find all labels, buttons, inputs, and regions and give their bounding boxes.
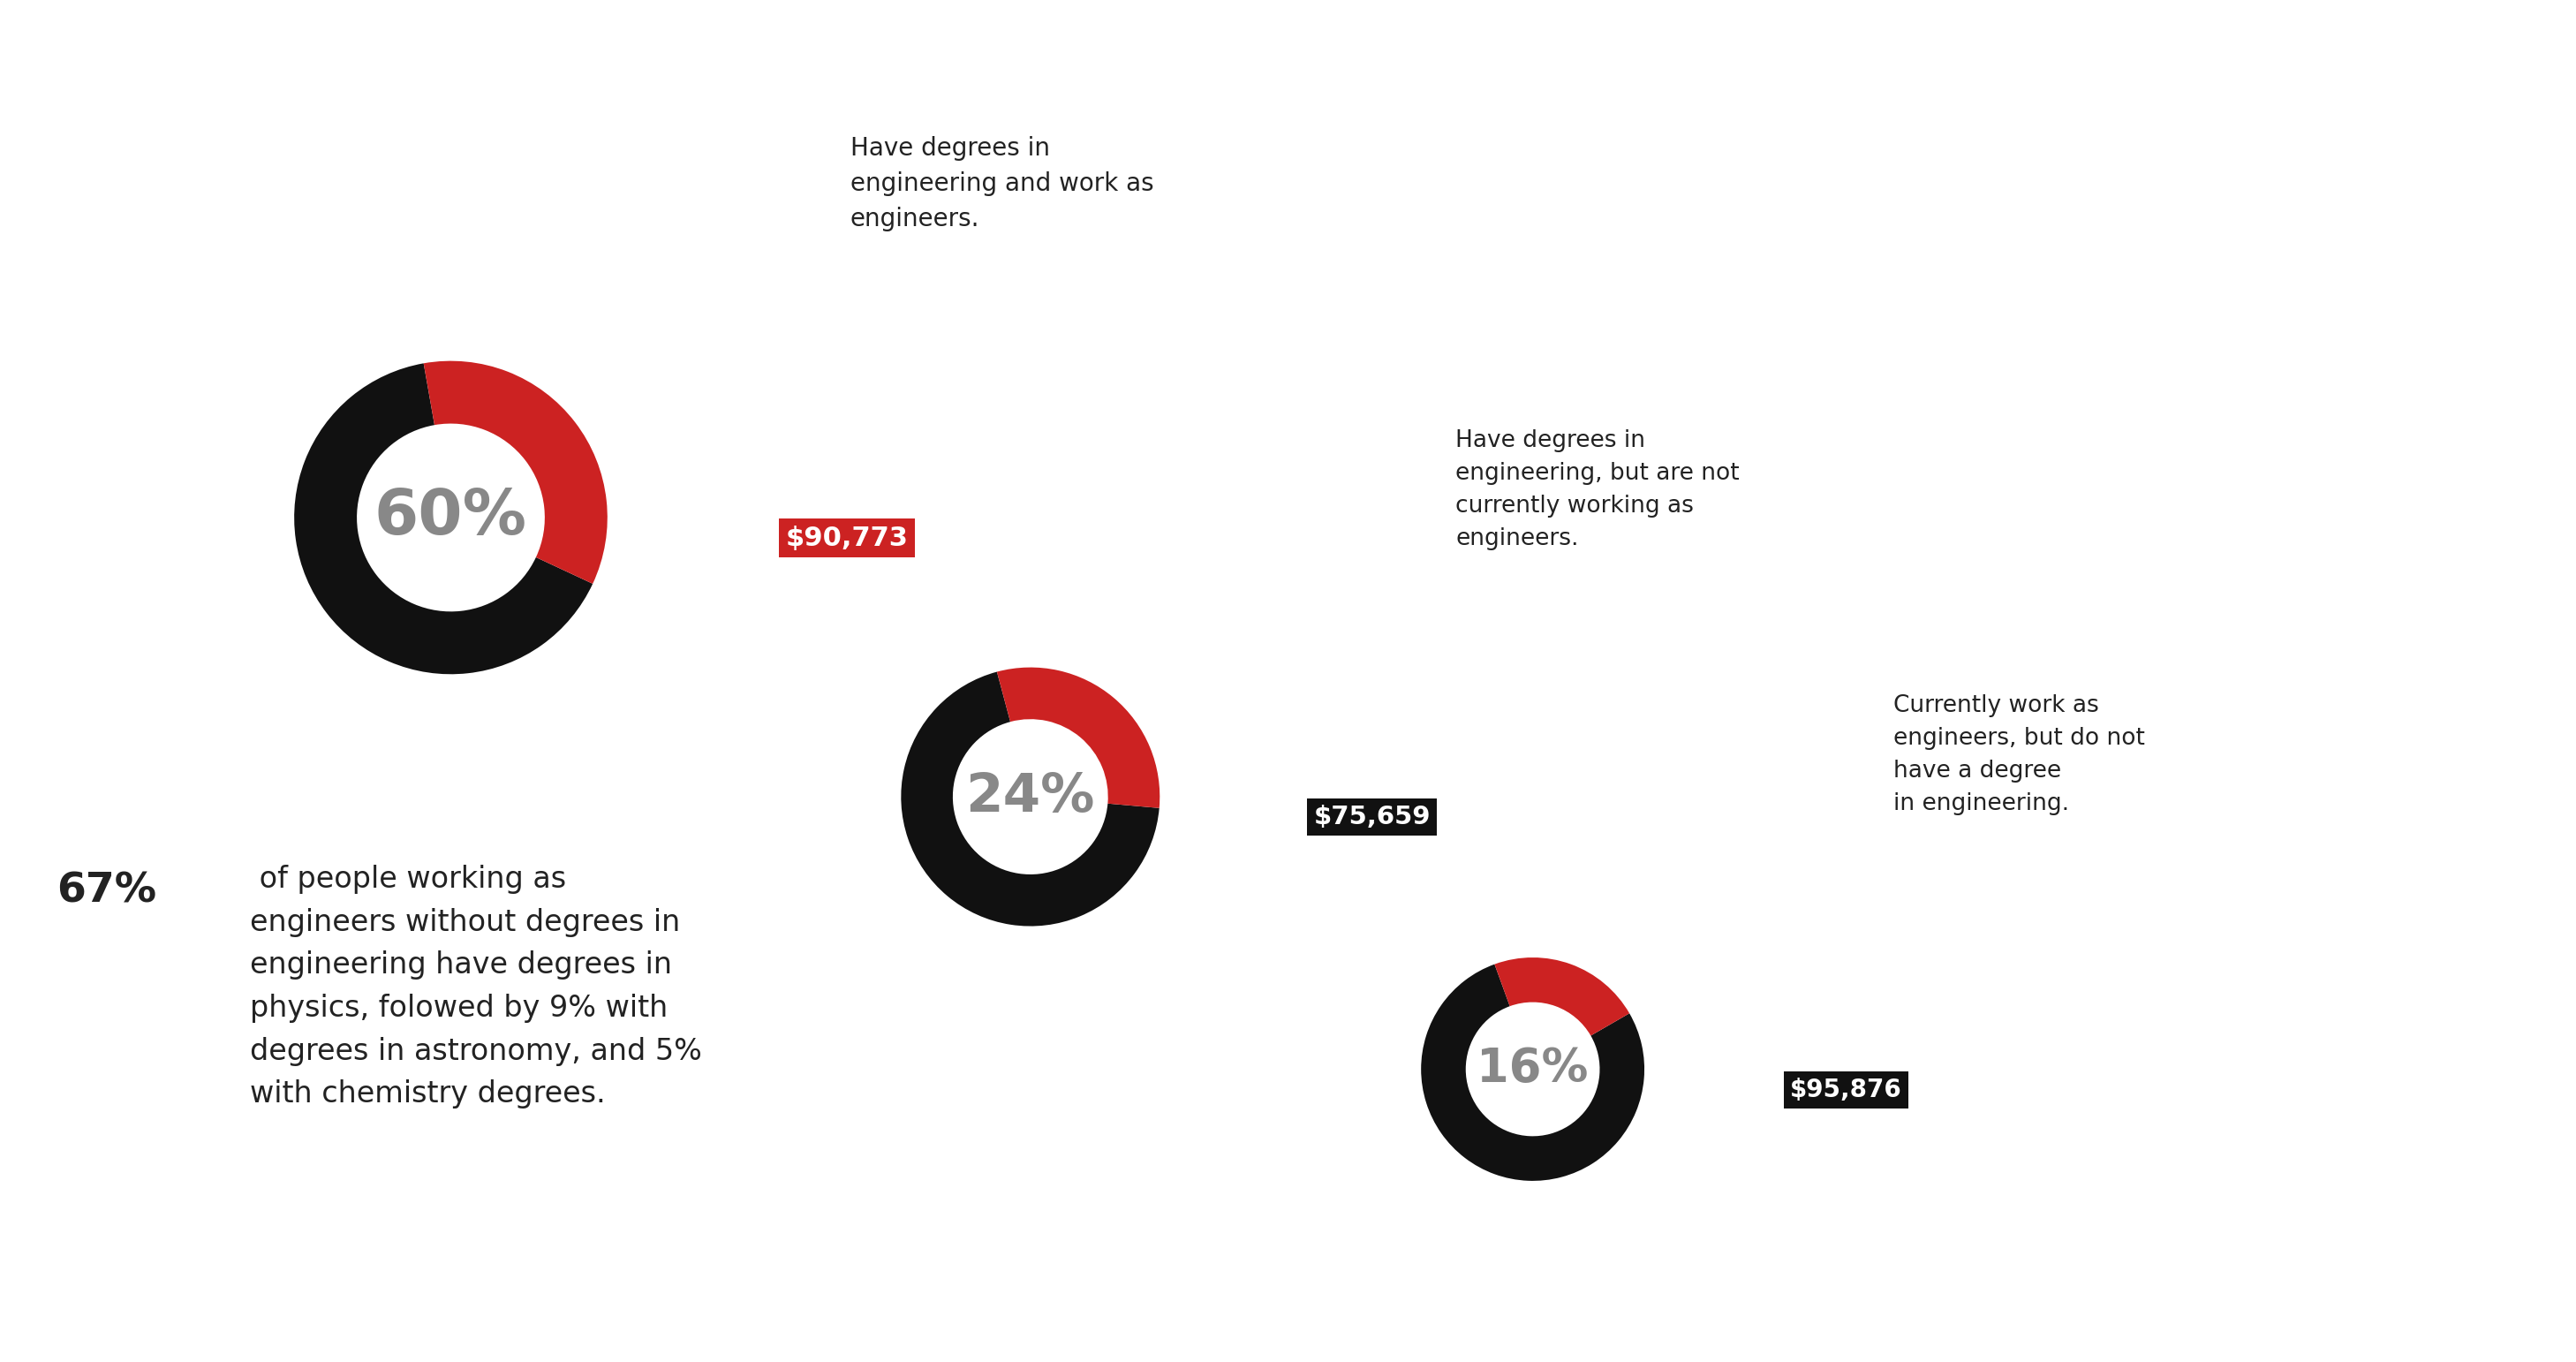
Text: Have degrees in
engineering and work as
engineers.: Have degrees in engineering and work as … — [850, 136, 1154, 232]
Text: of people working as
engineers without degrees in
engineering have degrees in
ph: of people working as engineers without d… — [250, 865, 701, 1109]
Text: $95,876: $95,876 — [1790, 1077, 1901, 1102]
Text: $90,773: $90,773 — [786, 526, 909, 550]
Text: Currently work as
engineers, but do not
have a degree
in engineering.: Currently work as engineers, but do not … — [1893, 695, 2146, 816]
Text: 60%: 60% — [374, 488, 528, 548]
Text: 24%: 24% — [966, 771, 1095, 823]
Wedge shape — [422, 361, 608, 584]
Wedge shape — [997, 667, 1159, 808]
Text: $75,659: $75,659 — [1314, 805, 1430, 829]
Wedge shape — [1422, 964, 1643, 1181]
Wedge shape — [294, 364, 592, 674]
Text: 67%: 67% — [57, 872, 157, 911]
Wedge shape — [902, 671, 1159, 926]
Text: 16%: 16% — [1476, 1046, 1589, 1092]
Wedge shape — [1494, 957, 1631, 1035]
Text: Have degrees in
engineering, but are not
currently working as
engineers.: Have degrees in engineering, but are not… — [1455, 429, 1739, 550]
